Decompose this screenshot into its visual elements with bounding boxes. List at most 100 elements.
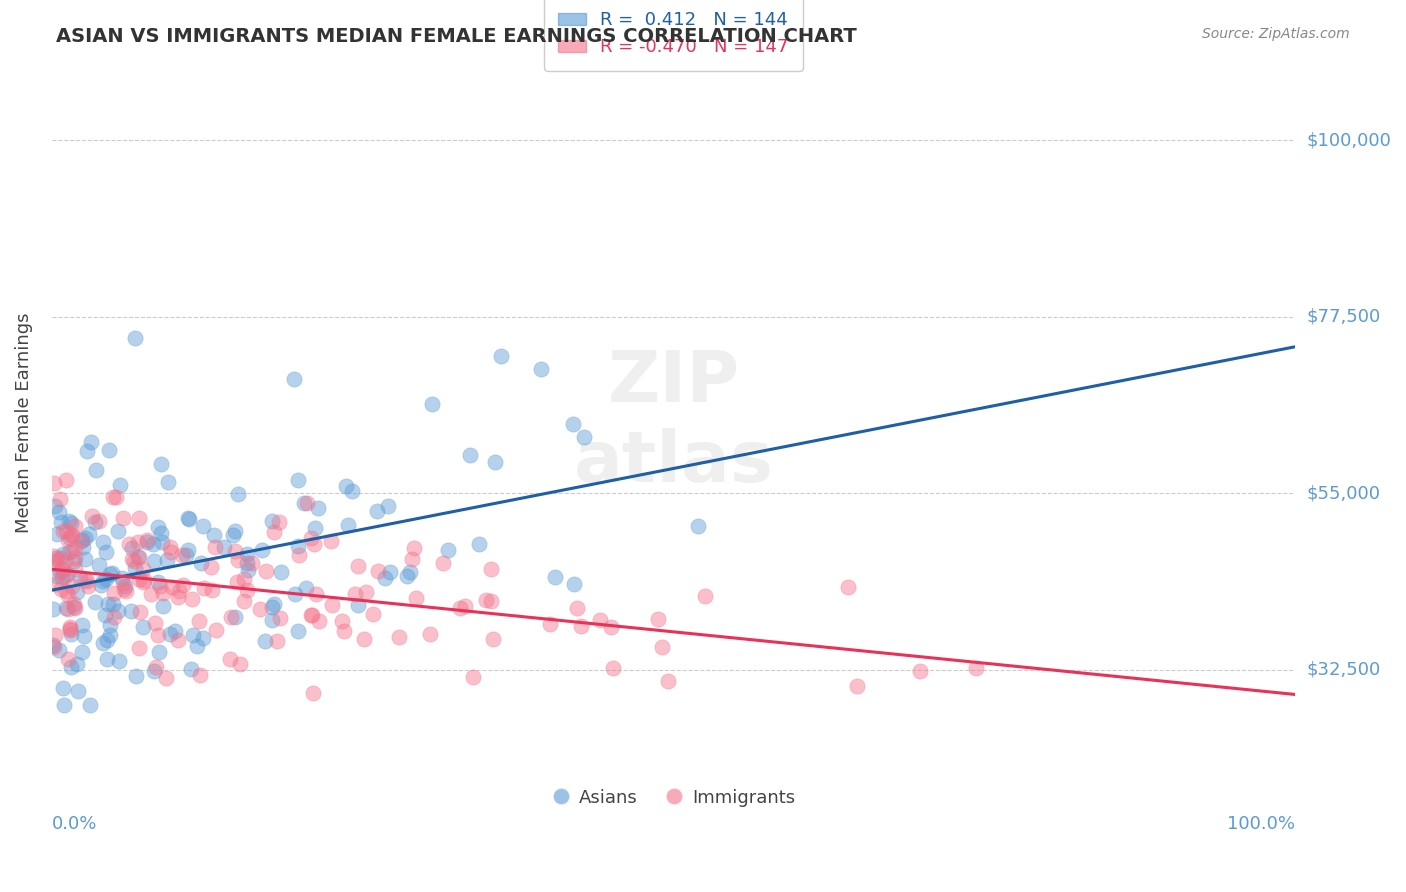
Point <box>52 563 75 577</box>
Point <box>148 575 170 590</box>
Point <box>270 565 292 579</box>
Point <box>128 510 150 524</box>
Point <box>145 659 167 673</box>
Point <box>353 632 375 647</box>
Point <box>481 562 503 576</box>
Point <box>346 598 368 612</box>
Point <box>107 603 129 617</box>
Point <box>82 508 104 523</box>
Point <box>249 601 271 615</box>
Point <box>44 627 66 641</box>
Point <box>79 435 101 450</box>
Point <box>530 362 553 376</box>
Point <box>432 557 454 571</box>
Point <box>72 540 94 554</box>
Text: ASIAN VS IMMIGRANTS MEDIAN FEMALE EARNINGS CORRELATION CHART: ASIAN VS IMMIGRANTS MEDIAN FEMALE EARNIN… <box>56 27 858 45</box>
Point <box>292 495 315 509</box>
Point <box>295 582 318 596</box>
Point <box>42 556 65 570</box>
Point <box>191 631 214 645</box>
Point <box>155 672 177 686</box>
Point <box>191 518 214 533</box>
Point <box>70 533 93 547</box>
Point <box>48 492 70 507</box>
Point <box>56 601 79 615</box>
Point <box>337 518 360 533</box>
Point <box>142 554 165 568</box>
Point <box>91 535 114 549</box>
Point <box>177 512 200 526</box>
Point <box>45 551 67 566</box>
Point <box>250 543 273 558</box>
Point <box>69 533 91 548</box>
Point <box>44 500 66 514</box>
Point <box>136 534 159 549</box>
Point <box>49 515 72 529</box>
Point <box>100 628 122 642</box>
Point <box>344 587 367 601</box>
Point <box>299 608 322 623</box>
Point <box>55 583 77 598</box>
Point <box>51 524 73 538</box>
Point <box>77 526 100 541</box>
Point <box>66 657 89 671</box>
Point <box>564 577 586 591</box>
Point <box>287 624 309 639</box>
Point <box>481 594 503 608</box>
Point <box>193 581 215 595</box>
Point <box>131 620 153 634</box>
Point <box>152 599 174 613</box>
Point <box>91 636 114 650</box>
Point <box>48 505 70 519</box>
Point <box>910 664 932 678</box>
Point <box>222 528 245 542</box>
Point <box>127 549 149 564</box>
Point <box>94 608 117 623</box>
Point <box>97 442 120 457</box>
Point <box>87 514 110 528</box>
Y-axis label: Median Female Earnings: Median Female Earnings <box>15 312 32 533</box>
Point <box>458 449 481 463</box>
Point <box>157 475 180 489</box>
Point <box>91 574 114 588</box>
Point <box>187 614 209 628</box>
Point <box>163 624 186 638</box>
Point <box>267 515 290 529</box>
Point <box>176 510 198 524</box>
Point <box>49 582 72 597</box>
Point <box>42 602 65 616</box>
Point <box>354 584 377 599</box>
Point <box>115 584 138 599</box>
Point <box>59 516 82 531</box>
Legend: Asians, Immigrants: Asians, Immigrants <box>544 781 803 814</box>
Point <box>90 578 112 592</box>
Point <box>100 566 122 580</box>
Point <box>84 515 107 529</box>
Point <box>305 587 328 601</box>
Point <box>186 639 208 653</box>
Point <box>224 543 246 558</box>
Text: $55,000: $55,000 <box>1306 484 1381 502</box>
Point <box>46 568 69 582</box>
Point <box>152 586 174 600</box>
Point <box>44 475 66 490</box>
Point <box>94 545 117 559</box>
Point <box>112 576 135 591</box>
Point <box>301 607 323 622</box>
Point <box>236 583 259 598</box>
Point <box>395 569 418 583</box>
Point <box>100 567 122 582</box>
Point <box>63 562 86 576</box>
Point <box>363 607 385 621</box>
Point <box>42 640 65 654</box>
Point <box>335 479 357 493</box>
Point <box>160 545 183 559</box>
Point <box>58 545 80 559</box>
Point <box>60 579 83 593</box>
Point <box>333 624 356 639</box>
Point <box>254 564 277 578</box>
Point <box>139 587 162 601</box>
Point <box>128 572 150 586</box>
Point <box>73 573 96 587</box>
Point <box>288 548 311 562</box>
